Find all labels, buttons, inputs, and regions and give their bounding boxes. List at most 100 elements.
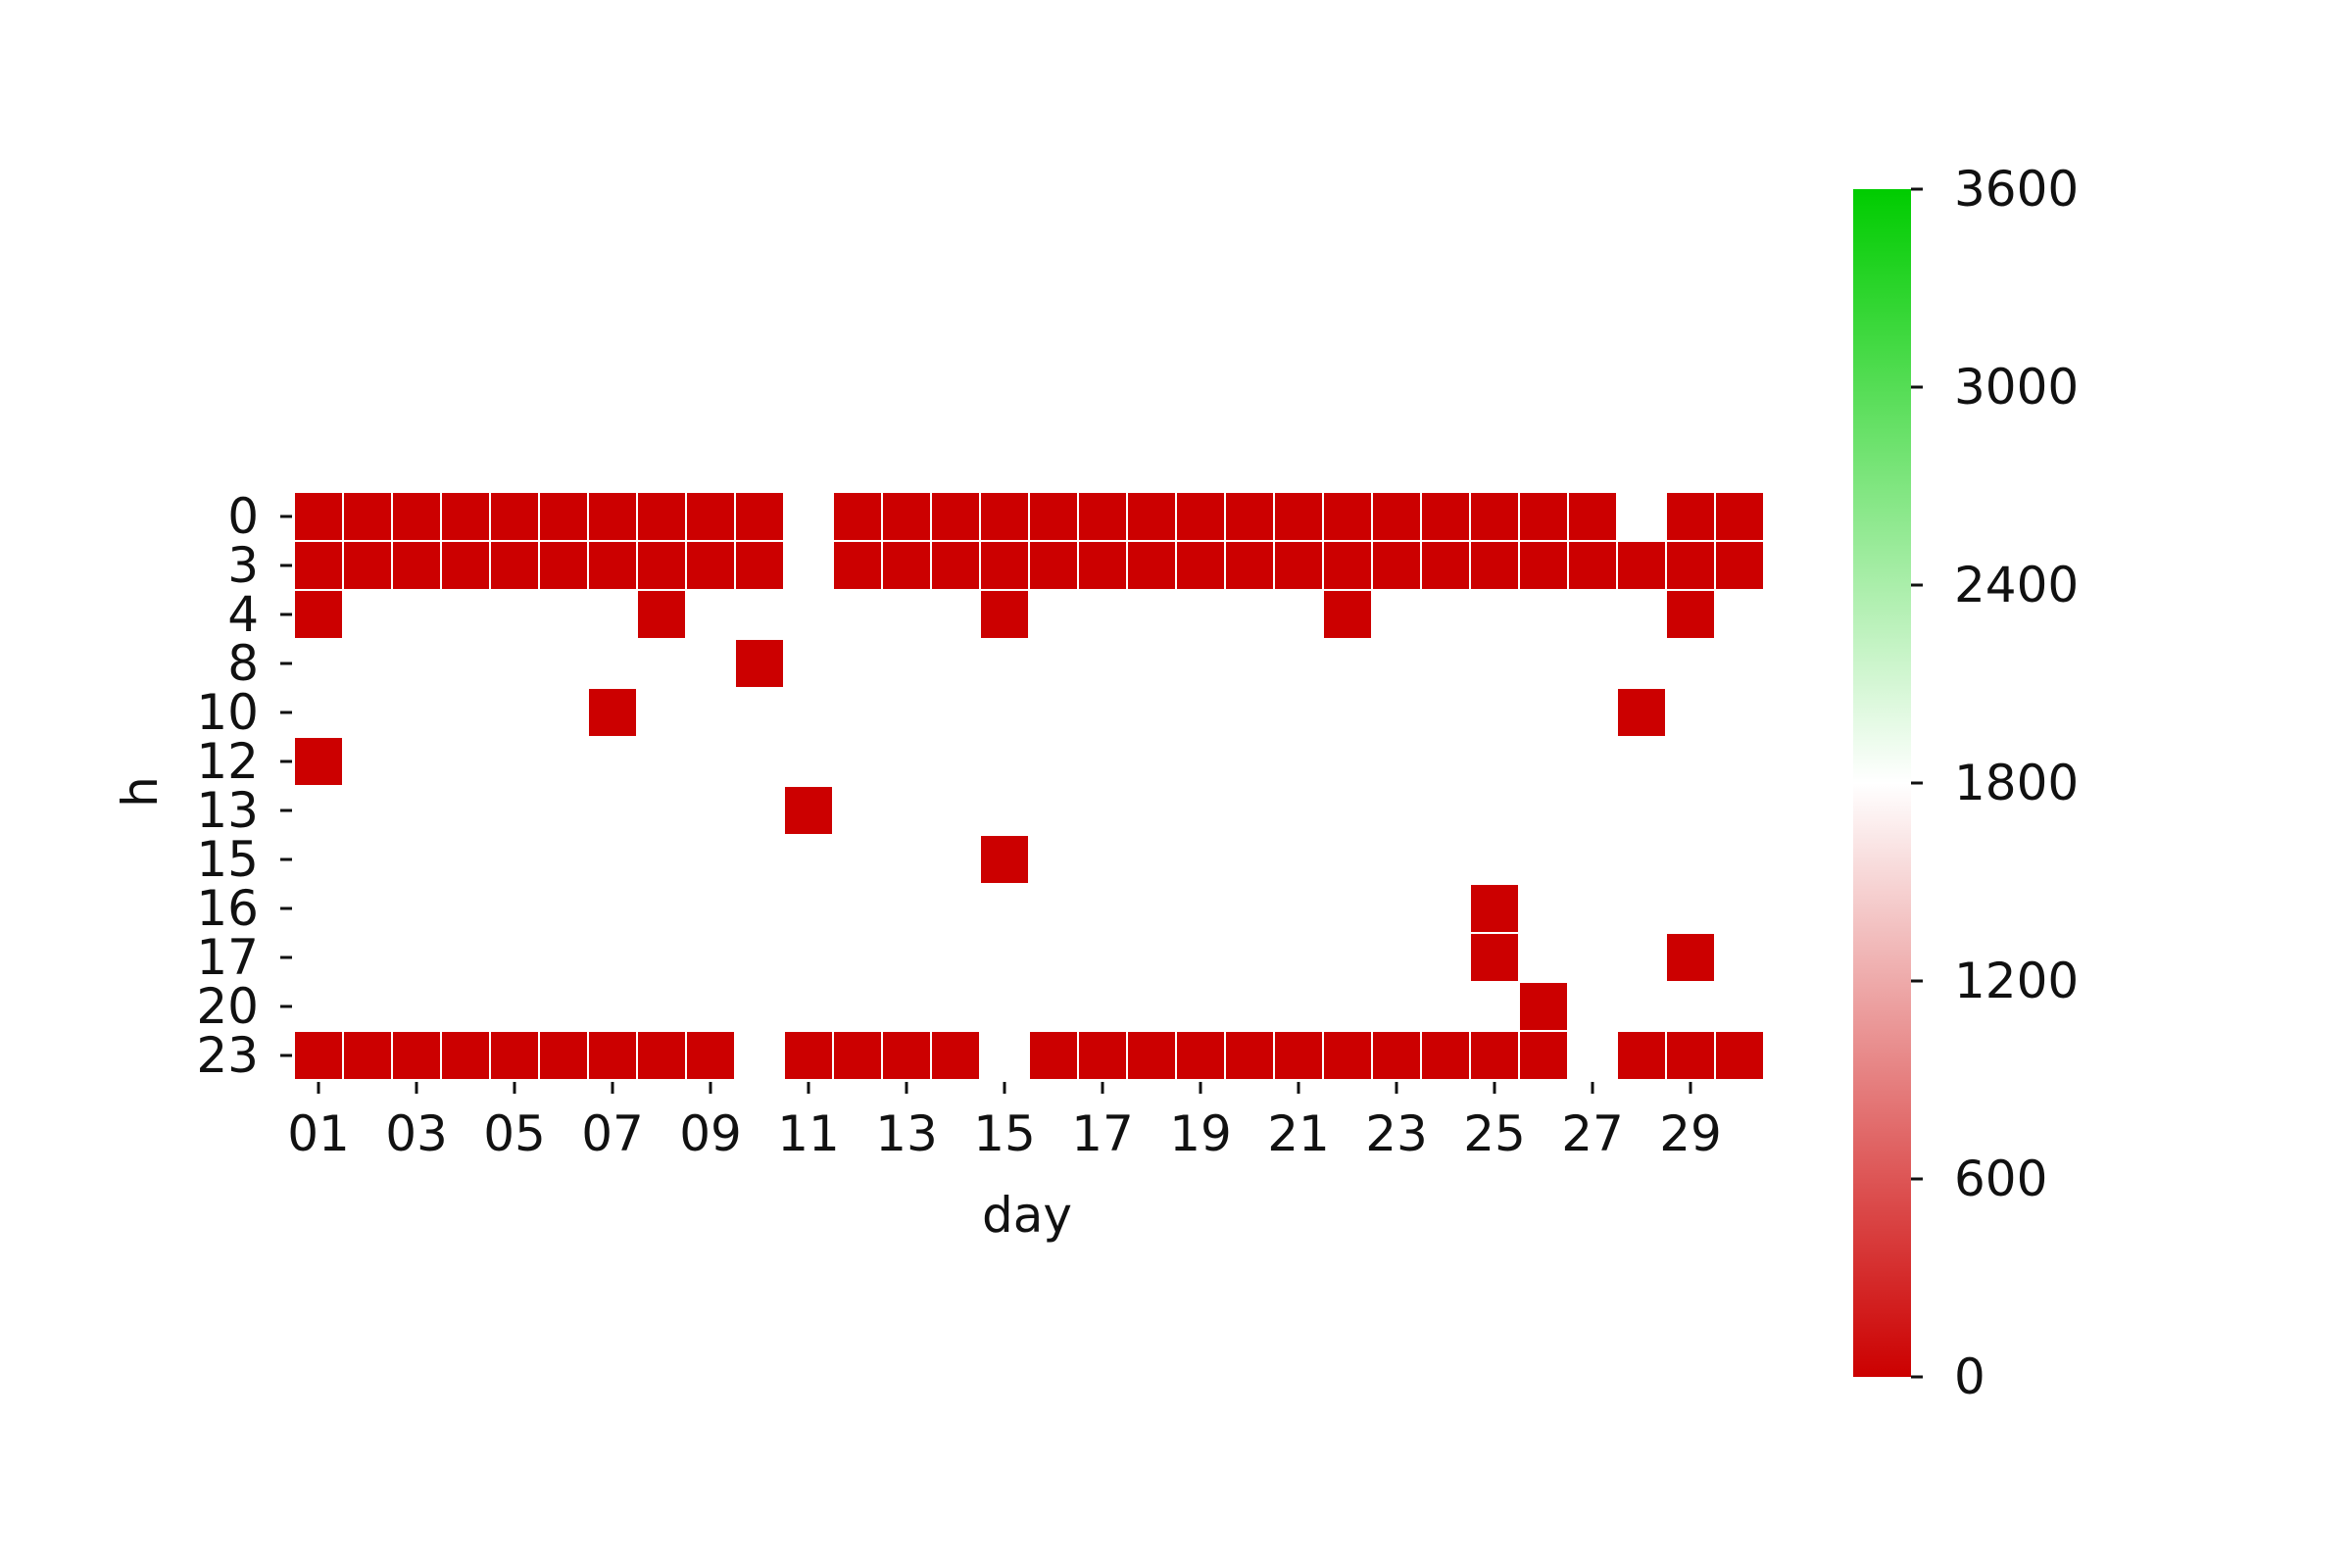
heatmap-cell <box>540 1032 587 1079</box>
heatmap-cell <box>393 1032 440 1079</box>
x-tick-label: 11 <box>777 1105 840 1162</box>
y-tick-label: 3 <box>227 537 259 594</box>
heatmap-cell <box>736 542 783 589</box>
heatmap-cell <box>1471 542 1518 589</box>
heatmap-cell <box>442 493 489 540</box>
colorbar-tick-label: 3000 <box>1954 359 2079 416</box>
heatmap-cell <box>589 493 636 540</box>
heatmap-cell <box>1471 1032 1518 1079</box>
y-tick-label: 20 <box>196 978 259 1035</box>
heatmap-cell <box>932 542 979 589</box>
heatmap-cell <box>1128 493 1175 540</box>
heatmap-cell <box>1128 1032 1175 1079</box>
heatmap-cell <box>1667 591 1714 638</box>
heatmap-cell <box>344 1032 391 1079</box>
heatmap-cells <box>295 493 1763 1079</box>
heatmap-cell <box>1030 1032 1077 1079</box>
colorbar-tick-label: 0 <box>1954 1348 1985 1405</box>
heatmap-cell <box>687 542 734 589</box>
heatmap-cell <box>491 1032 538 1079</box>
y-tick-label: 12 <box>196 733 259 790</box>
heatmap-cell <box>295 542 342 589</box>
heatmap-cell <box>1177 1032 1224 1079</box>
x-tick-label: 03 <box>385 1105 448 1162</box>
heatmap-cell <box>1324 542 1371 589</box>
y-tick-label: 4 <box>227 586 259 643</box>
heatmap-cell <box>344 493 391 540</box>
heatmap-cell <box>638 1032 685 1079</box>
heatmap-cell <box>589 542 636 589</box>
heatmap-cell <box>1275 1032 1322 1079</box>
heatmap-cell <box>540 542 587 589</box>
heatmap-cell <box>1520 983 1567 1030</box>
heatmap-cell <box>1667 493 1714 540</box>
heatmap-cell <box>295 1032 342 1079</box>
colorbar-ticks: 0 600 1200 1800 2400 3000 3600 <box>1911 161 2079 1405</box>
y-tick-label: 16 <box>196 880 259 937</box>
heatmap-cell <box>295 493 342 540</box>
heatmap-cell <box>295 738 342 785</box>
colorbar-tick-label: 1200 <box>1954 953 2079 1009</box>
heatmap-cell <box>295 591 342 638</box>
heatmap-cell <box>540 493 587 540</box>
colorbar-tick-label: 1800 <box>1954 755 2079 811</box>
heatmap-cell <box>834 493 881 540</box>
heatmap-cell <box>1030 493 1077 540</box>
heatmap-cell <box>1618 689 1665 736</box>
colorbar-gradient <box>1853 189 1911 1377</box>
heatmap-cell <box>1226 493 1273 540</box>
heatmap-cell <box>638 591 685 638</box>
heatmap-cell <box>1471 934 1518 981</box>
x-tick-label: 21 <box>1267 1105 1330 1162</box>
x-axis: 01 03 05 07 09 11 13 15 17 19 21 23 25 27 29 <box>287 1082 1722 1162</box>
heatmap-cell <box>1667 1032 1714 1079</box>
heatmap-cell <box>981 542 1028 589</box>
y-tick-label: 15 <box>196 831 259 888</box>
y-tick-label: 23 <box>196 1027 259 1084</box>
heatmap-cell <box>785 787 832 834</box>
heatmap-cell <box>1079 493 1126 540</box>
colorbar-tick-label: 600 <box>1954 1151 2047 1207</box>
heatmap-cell <box>1667 542 1714 589</box>
x-axis-label: day <box>982 1187 1072 1244</box>
heatmap-cell <box>393 493 440 540</box>
heatmap-cell <box>1226 1032 1273 1079</box>
heatmap-cell <box>932 1032 979 1079</box>
heatmap-cell <box>932 493 979 540</box>
heatmap-cell <box>491 542 538 589</box>
heatmap-cell <box>344 542 391 589</box>
heatmap-cell <box>1569 493 1616 540</box>
heatmap-cell <box>1079 542 1126 589</box>
heatmap-cell <box>981 836 1028 883</box>
x-tick-label: 01 <box>287 1105 350 1162</box>
heatmap-cell <box>785 1032 832 1079</box>
colorbar: 0 600 1200 1800 2400 3000 3600 <box>1853 161 2079 1405</box>
heatmap-cell <box>1667 934 1714 981</box>
y-tick-label: 17 <box>196 929 259 986</box>
heatmap-cell <box>1618 1032 1665 1079</box>
heatmap-cell <box>1275 493 1322 540</box>
heatmap-cell <box>834 542 881 589</box>
heatmap-cell <box>687 493 734 540</box>
heatmap-cell <box>981 591 1028 638</box>
heatmap-cell <box>589 689 636 736</box>
heatmap-cell <box>834 1032 881 1079</box>
y-tick-label: 8 <box>227 635 259 692</box>
y-axis-label: h <box>112 776 169 808</box>
heatmap-cell <box>1324 1032 1371 1079</box>
heatmap-cell <box>1324 493 1371 540</box>
x-tick-label: 29 <box>1659 1105 1722 1162</box>
colorbar-tick-label: 3600 <box>1954 161 2079 218</box>
heatmap-cell <box>1716 542 1763 589</box>
x-tick-label: 15 <box>973 1105 1036 1162</box>
heatmap-cell <box>1079 1032 1126 1079</box>
heatmap-cell <box>1177 542 1224 589</box>
heatmap-cell <box>1471 885 1518 932</box>
heatmap-cell <box>1177 493 1224 540</box>
heatmap-cell <box>1422 1032 1469 1079</box>
heatmap-cell <box>1471 493 1518 540</box>
heatmap-cell <box>1324 591 1371 638</box>
heatmap-cell <box>442 1032 489 1079</box>
heatmap-cell <box>883 493 930 540</box>
x-tick-label: 23 <box>1365 1105 1428 1162</box>
